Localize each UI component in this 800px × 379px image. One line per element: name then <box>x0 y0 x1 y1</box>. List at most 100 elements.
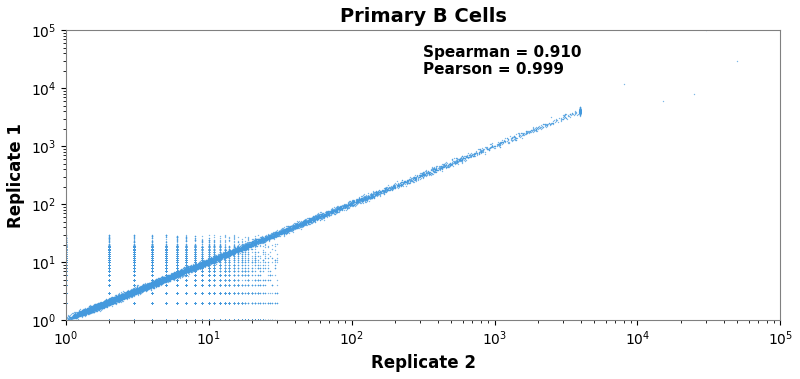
Point <box>159 277 172 283</box>
Point <box>80 307 93 313</box>
Point <box>78 308 90 314</box>
Point <box>214 272 226 278</box>
Point <box>59 317 72 323</box>
Point <box>81 306 94 312</box>
Point <box>95 303 108 309</box>
Point <box>159 317 172 323</box>
Point <box>146 259 158 265</box>
Point <box>132 287 145 293</box>
Point <box>59 317 72 323</box>
Point <box>180 238 193 244</box>
Point <box>202 263 214 269</box>
Point <box>146 243 158 249</box>
Point <box>59 317 72 323</box>
Point <box>102 249 115 255</box>
Point <box>170 246 183 252</box>
Point <box>202 265 215 271</box>
Point <box>59 317 72 323</box>
Point <box>111 293 124 299</box>
Point <box>159 265 172 271</box>
Point <box>188 265 201 271</box>
Point <box>185 266 198 272</box>
Point <box>170 317 183 323</box>
Point <box>214 255 227 261</box>
Point <box>127 252 140 258</box>
Point <box>259 242 272 248</box>
Point <box>200 261 213 267</box>
Point <box>146 317 158 323</box>
Point <box>262 236 275 243</box>
Point <box>170 317 183 323</box>
Point <box>517 130 530 136</box>
Point <box>196 317 209 323</box>
Point <box>87 305 100 311</box>
Point <box>240 244 253 251</box>
Point <box>188 277 201 283</box>
Point <box>272 231 285 237</box>
Point <box>296 220 309 226</box>
Point <box>462 152 475 158</box>
Point <box>170 246 183 252</box>
Point <box>102 247 115 254</box>
Point <box>169 271 182 277</box>
Point <box>202 317 215 323</box>
Point <box>474 148 486 154</box>
Point <box>145 282 158 288</box>
Point <box>196 300 209 306</box>
Point <box>574 108 586 114</box>
Point <box>194 263 206 269</box>
Point <box>120 294 133 300</box>
Point <box>170 262 183 268</box>
Point <box>214 317 226 323</box>
Point <box>107 298 120 304</box>
Point <box>207 258 220 264</box>
Point <box>102 277 115 283</box>
Point <box>214 317 226 323</box>
Point <box>125 288 138 294</box>
Point <box>196 246 209 252</box>
Point <box>218 257 231 263</box>
Point <box>159 282 172 288</box>
Point <box>82 308 95 314</box>
Point <box>174 270 186 276</box>
Point <box>184 263 197 269</box>
Point <box>170 257 183 263</box>
Point <box>180 317 193 323</box>
Point <box>146 282 158 288</box>
Point <box>110 296 122 302</box>
Point <box>147 282 160 288</box>
Point <box>247 242 260 248</box>
Point <box>100 298 113 304</box>
Point <box>127 277 140 283</box>
Point <box>121 293 134 299</box>
Point <box>274 230 286 236</box>
Point <box>109 298 122 304</box>
Point <box>188 282 201 288</box>
Point <box>202 272 215 278</box>
Point <box>144 284 157 290</box>
Point <box>173 272 186 278</box>
Point <box>159 272 172 278</box>
Point <box>202 257 215 263</box>
Point <box>574 111 586 117</box>
Point <box>211 255 224 261</box>
Point <box>162 276 175 282</box>
Point <box>208 255 221 261</box>
Point <box>170 317 183 323</box>
Point <box>59 290 72 296</box>
Point <box>135 284 148 290</box>
Point <box>274 228 287 234</box>
Point <box>59 290 72 296</box>
Point <box>127 300 140 306</box>
Point <box>188 300 201 306</box>
Point <box>257 262 270 268</box>
Point <box>410 173 423 179</box>
Point <box>89 306 102 312</box>
Point <box>102 300 115 306</box>
Point <box>196 317 209 323</box>
Point <box>102 282 115 288</box>
Point <box>83 307 96 313</box>
Point <box>469 151 482 157</box>
Point <box>288 223 301 229</box>
Point <box>137 285 150 291</box>
